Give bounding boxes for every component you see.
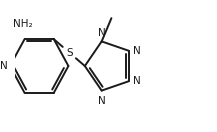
Text: NH₂: NH₂ <box>13 19 32 29</box>
Text: N: N <box>133 46 141 56</box>
Text: N: N <box>0 61 8 71</box>
Text: N: N <box>133 76 141 86</box>
Text: S: S <box>66 48 73 58</box>
Text: N: N <box>98 96 105 106</box>
Text: N: N <box>98 28 105 37</box>
